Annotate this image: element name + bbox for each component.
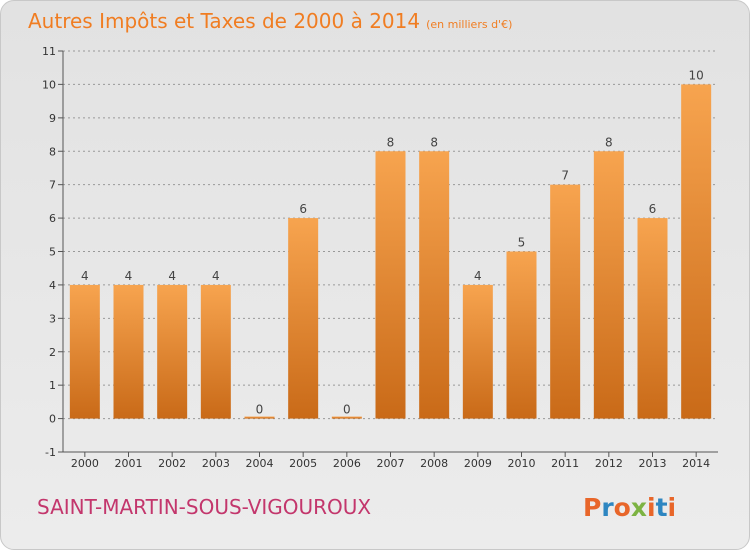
y-tick-label: 4: [49, 279, 56, 292]
chart-title-text: Autres Impôts et Taxes de 2000 à 2014: [28, 9, 421, 33]
y-tick-label: -1: [45, 446, 56, 459]
bars: [69, 84, 712, 419]
x-tick-label-2000: 2000: [71, 457, 99, 470]
data-label-2007: 8: [387, 135, 395, 149]
bar-2003: [200, 284, 231, 419]
bar-2004: [244, 416, 275, 419]
x-tick-label-2005: 2005: [289, 457, 317, 470]
data-label-2000: 4: [81, 269, 89, 283]
y-tick-label: 7: [49, 179, 56, 192]
data-label-2005: 6: [299, 202, 307, 216]
bar-2002: [157, 284, 188, 419]
y-tick-label: 10: [42, 78, 56, 91]
data-label-2008: 8: [430, 135, 438, 149]
x-tick-label-2011: 2011: [551, 457, 579, 470]
bar-2001: [113, 284, 144, 419]
bar-2007: [375, 151, 406, 419]
bar-2009: [462, 284, 493, 419]
x-tick-label-2008: 2008: [420, 457, 448, 470]
x-tick-label-2001: 2001: [115, 457, 143, 470]
data-label-2010: 5: [518, 236, 526, 250]
bar-2008: [419, 151, 450, 419]
bar-2013: [637, 218, 668, 419]
data-label-2011: 7: [561, 169, 569, 183]
x-tick-label-2006: 2006: [333, 457, 361, 470]
x-tick-label-2014: 2014: [682, 457, 710, 470]
axes: [58, 50, 718, 457]
y-tick-label: 9: [49, 112, 56, 125]
x-tick-label-2002: 2002: [158, 457, 186, 470]
chart-unit: (en milliers d'€): [426, 18, 513, 31]
y-tick-label: 1: [49, 379, 56, 392]
data-label-2014: 10: [689, 68, 704, 82]
x-tick-label-2007: 2007: [377, 457, 405, 470]
x-tick-label-2013: 2013: [639, 457, 667, 470]
x-tick-label-2004: 2004: [246, 457, 274, 470]
x-tick-label-2012: 2012: [595, 457, 623, 470]
y-tick-label: 5: [49, 246, 56, 259]
bar-2006: [331, 416, 362, 419]
data-label-2009: 4: [474, 269, 482, 283]
data-label-2006: 0: [343, 403, 351, 417]
y-tick-label: 6: [49, 212, 56, 225]
x-tick-label-2009: 2009: [464, 457, 492, 470]
y-tick-label: 11: [42, 45, 56, 58]
bar-2000: [69, 284, 100, 419]
y-tick-label: 0: [49, 413, 56, 426]
y-tick-label: 8: [49, 145, 56, 158]
place-name: SAINT-MARTIN-SOUS-VIGOUROUX: [37, 495, 372, 519]
chart-title: Autres Impôts et Taxes de 2000 à 2014 (en…: [28, 9, 512, 33]
y-tick-label: 2: [49, 346, 56, 359]
bar-2010: [506, 251, 537, 419]
y-tick-label: 3: [49, 312, 56, 325]
svg-text:Proxiti: Proxiti: [583, 493, 676, 521]
x-tick-label-2003: 2003: [202, 457, 230, 470]
data-label-2001: 4: [125, 269, 133, 283]
proxiti-logo: Proxiti: [583, 493, 676, 521]
data-label-2002: 4: [168, 269, 176, 283]
labels: -1 0 1 2 3 4 5 6 7 8 9 10 11 4 2000 4 2001 4 2002 4 2003 0 200…: [42, 45, 710, 470]
bar-2012: [593, 151, 624, 419]
data-label-2012: 8: [605, 135, 613, 149]
bar-2011: [550, 184, 581, 419]
data-label-2004: 0: [256, 403, 264, 417]
data-label-2003: 4: [212, 269, 220, 283]
data-label-2013: 6: [649, 202, 657, 216]
bar-2014: [681, 84, 712, 419]
x-tick-label-2010: 2010: [508, 457, 536, 470]
bar-2005: [288, 218, 319, 419]
